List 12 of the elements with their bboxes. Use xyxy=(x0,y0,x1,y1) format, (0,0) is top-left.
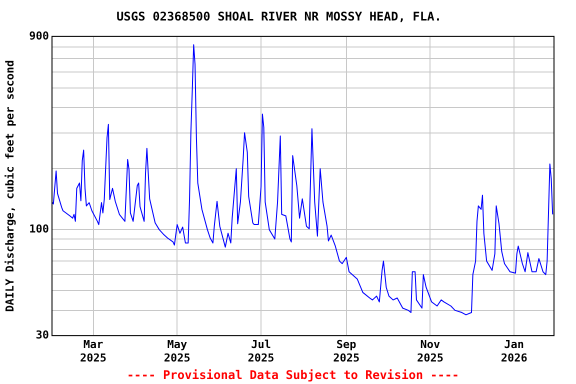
x-tick-label: Sep 2025 xyxy=(333,338,360,364)
x-tick-label: May 2025 xyxy=(164,338,190,364)
y-axis-title: DAILY Discharge, cubic feet per second xyxy=(3,60,16,312)
text: ---- Provisional Data Subject to Revision ---- xyxy=(126,368,460,382)
y-tick-label: 30 xyxy=(36,328,49,342)
chart-title: USGS 02368500 SHOAL RIVER NR MOSSY HEAD, FLA. xyxy=(116,9,442,24)
x-tick-label: Nov 2025 xyxy=(416,338,444,364)
x-tick-label: Jul 2025 xyxy=(248,338,274,364)
y-tick-label: 900 xyxy=(29,29,49,42)
x-tick-label: Jan 2026 xyxy=(500,338,528,364)
y-tick-label: 100 xyxy=(29,222,49,236)
x-tick-label: Mar 2025 xyxy=(80,338,107,364)
